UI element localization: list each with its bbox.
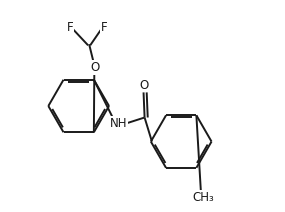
Text: O: O: [139, 79, 148, 92]
Text: O: O: [91, 61, 100, 74]
Text: NH: NH: [110, 117, 127, 130]
Text: CH₃: CH₃: [192, 191, 214, 204]
Text: F: F: [101, 21, 107, 34]
Text: F: F: [67, 21, 74, 34]
